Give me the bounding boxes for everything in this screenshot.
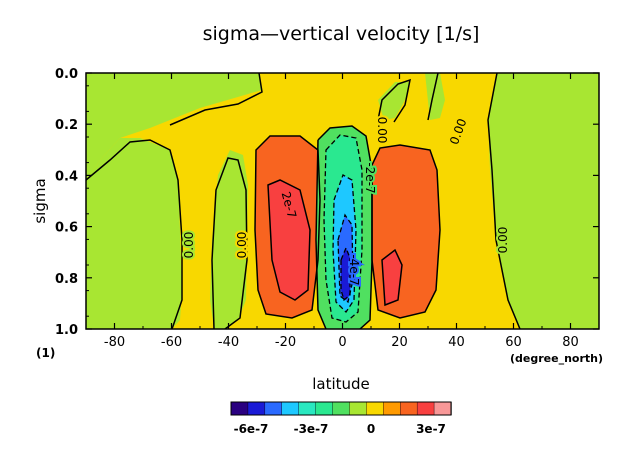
contour-zero-west2 [211, 157, 248, 329]
contour-core-outer [315, 125, 373, 329]
contour-north-band [371, 144, 441, 319]
x-tick-label: 60 [505, 335, 522, 350]
chart-title: sigma—vertical velocity [1/s] [203, 23, 480, 45]
contour-lines [86, 73, 521, 329]
contour-lines-negative [323, 134, 363, 323]
colorbar-swatch [383, 401, 401, 416]
y-tick-label: 0.8 [55, 272, 78, 287]
contour-label: -2e-7 [363, 162, 377, 193]
y-tick-label: 0.6 [55, 221, 78, 236]
contour-plot [86, 73, 599, 329]
region-red-north [382, 250, 402, 305]
x-tick-label: 20 [391, 335, 408, 350]
contour-zero-top [169, 73, 263, 126]
y-axis-label: sigma [31, 178, 49, 223]
x-axis-units: (degree_north) [510, 352, 603, 365]
x-tick-label: -40 [218, 335, 239, 350]
x-tick-label: -80 [104, 335, 125, 350]
contour-neg-3 [337, 213, 354, 304]
colorbar-swatch [332, 401, 351, 416]
x-tick-label: 40 [448, 335, 465, 350]
colorbar-swatch [416, 401, 435, 416]
colorbar-swatch [433, 401, 452, 416]
y-axis: 0.0 0.2 0.4 0.6 0.8 1.0 [55, 67, 599, 338]
x-tick-label: -60 [161, 335, 182, 350]
y-tick-label: 0.2 [55, 118, 78, 133]
colorbar-tick-label: -6e-7 [234, 422, 269, 436]
y-tick-label: 0.4 [55, 169, 78, 184]
colorbar-swatch [281, 401, 300, 416]
region-core-5 [341, 248, 350, 300]
contour-zero-north2 [427, 73, 439, 121]
region-green-sw [86, 73, 262, 180]
colorbar-frame [230, 401, 452, 416]
x-axis-label: latitude [312, 375, 370, 393]
colorbar-swatch [366, 401, 385, 416]
colorbar-swatch [298, 401, 317, 416]
region-red-south [268, 180, 310, 300]
contour-label: 0.00 [235, 232, 249, 259]
region-green-west-column2 [210, 150, 248, 329]
colorbar-tick-label: 0 [367, 422, 375, 436]
contour-label: 0.00 [182, 232, 196, 259]
contour-labels: 0.00 0.00 0.00 0.00 0.00 2e-7 -2e-7 -4e-… [180, 115, 512, 288]
contour-label: -4e-7 [347, 254, 361, 285]
colorbar-labels: -6e-7 -3e-7 0 3e-7 [234, 422, 446, 436]
region-green-north-top [378, 82, 410, 120]
x-tick-label: 80 [562, 335, 579, 350]
y-tick-label: 1.0 [55, 323, 78, 338]
colorbar-swatch [349, 401, 368, 416]
region-orange-north [372, 145, 440, 318]
contour-south-band [254, 135, 321, 319]
contour-north-inner [381, 248, 403, 307]
contour-neg-2 [332, 174, 357, 314]
colorbar-swatch [264, 401, 283, 416]
x-tick-label: -20 [275, 335, 296, 350]
y-tick-label: 0.0 [55, 67, 78, 82]
colorbar-swatch [315, 401, 334, 416]
contour-zero-north [377, 78, 411, 123]
region-green-ne [488, 73, 599, 329]
colorbar-swatches [230, 401, 452, 416]
colorbar-tick-label: 3e-7 [416, 422, 446, 436]
x-axis: -80 -60 -40 -20 0 20 40 60 80 [85, 73, 600, 350]
colorbar: -6e-7 -3e-7 0 3e-7 [230, 401, 452, 436]
x-tick-label: 0 [338, 335, 346, 350]
contour-label: 0.00 [496, 227, 510, 254]
contour-south-inner [267, 179, 311, 301]
colorbar-swatch [247, 401, 266, 416]
region-green-west-column [86, 138, 182, 329]
y-axis-units: (1) [36, 346, 55, 360]
contour-zero-ne [487, 73, 521, 329]
contour-neg-1 [323, 134, 363, 323]
colorbar-swatch [400, 401, 418, 416]
contour-neg-4 [340, 246, 351, 302]
colorbar-tick-label: -3e-7 [294, 422, 329, 436]
contour-label: 0.00 [375, 117, 389, 144]
contour-zero-west [86, 139, 183, 329]
colorbar-swatch [230, 401, 249, 416]
